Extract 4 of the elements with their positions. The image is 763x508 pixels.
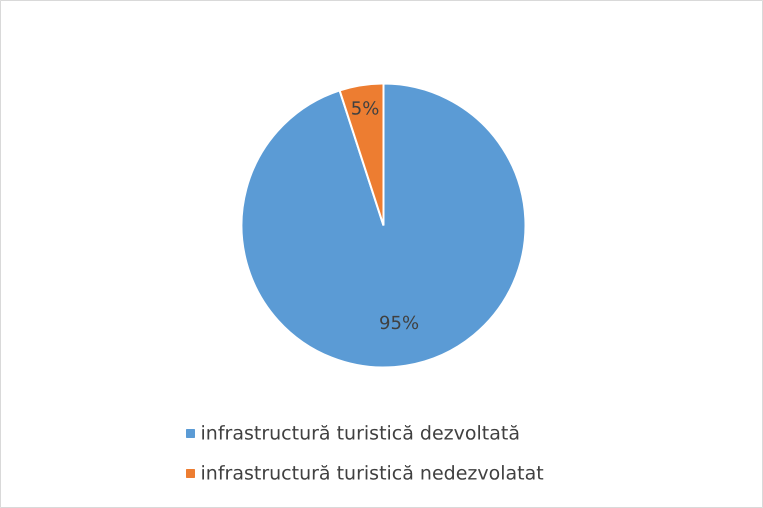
legend-label: infrastructură turistică dezvoltată [200,422,520,444]
legend-label: infrastructură turistică nedezvolatat [200,462,544,484]
data-label: 5% [350,98,380,120]
data-label: 95% [379,313,420,334]
